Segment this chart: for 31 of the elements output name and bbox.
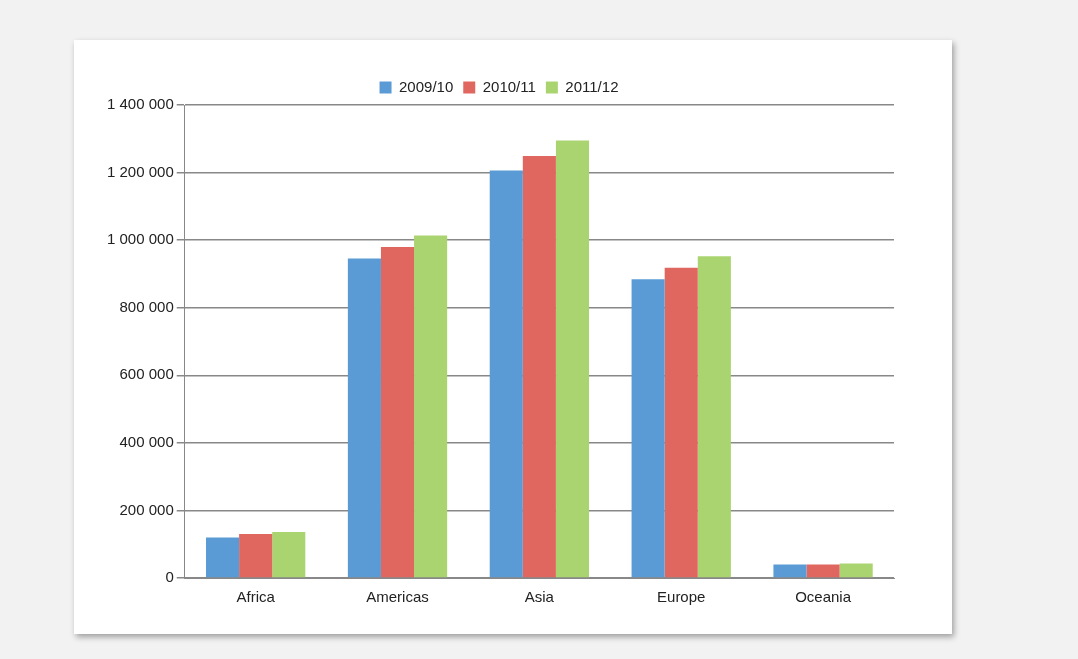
x-tick-label: Asia — [524, 588, 555, 606]
legend-label: 2010/11 — [482, 77, 536, 95]
y-tick-label: 600 000 — [119, 365, 174, 383]
x-tick-label: Americas — [366, 588, 429, 606]
y-tick-label: 800 000 — [119, 297, 174, 315]
bar — [522, 156, 556, 578]
y-tick-label: 400 000 — [119, 433, 174, 450]
bar — [555, 140, 590, 578]
bar — [414, 235, 448, 578]
legend-label: 2011/12 — [565, 77, 619, 95]
y-tick-label: 1 200 000 — [107, 162, 174, 180]
bar — [806, 564, 840, 578]
bar — [839, 563, 873, 578]
legend-label: 2009/10 — [399, 77, 454, 95]
bar — [272, 532, 306, 578]
bar — [697, 256, 731, 578]
bar — [664, 267, 698, 578]
x-tick-label: Oceania — [795, 588, 852, 606]
bar — [489, 170, 523, 578]
y-tick-label: 200 000 — [119, 500, 174, 518]
bar — [631, 279, 665, 578]
bar — [239, 534, 273, 578]
x-tick-label: Africa — [236, 588, 276, 606]
x-tick-label: Europe — [657, 588, 706, 606]
bar — [347, 258, 381, 578]
bar — [380, 246, 415, 578]
bar — [206, 537, 240, 578]
bar — [773, 564, 807, 578]
y-tick-label: 0 — [165, 568, 174, 586]
y-tick-label: 1 000 000 — [107, 230, 174, 248]
y-tick-label: 1 400 000 — [107, 95, 174, 113]
